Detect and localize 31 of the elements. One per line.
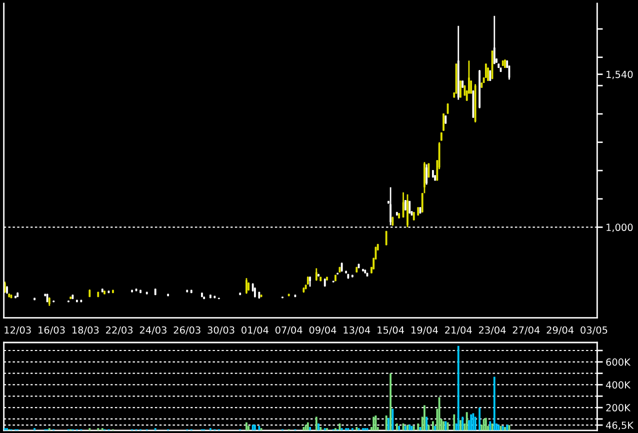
x-tick-label: 22/03 (106, 326, 133, 334)
candlestick (462, 80, 464, 89)
y-tick-label: 400K (606, 381, 631, 389)
candlestick (364, 268, 366, 274)
candlestick (104, 290, 106, 296)
x-tick-label: 23/04 (478, 326, 506, 334)
x-tick-label: 18/03 (72, 326, 99, 334)
x-tick-label: 24/03 (140, 326, 166, 334)
x-tick-label: 30/03 (208, 326, 234, 334)
candlestick (484, 62, 487, 79)
x-tick-label: 03/05 (580, 326, 608, 334)
candlestick (101, 288, 104, 294)
candlestick (404, 199, 406, 212)
x-tick-label: 27/04 (512, 326, 540, 334)
x-tick-label: 19/04 (412, 326, 438, 334)
x-tick-label: 07/04 (275, 326, 302, 334)
x-tick-label: 13/04 (344, 326, 370, 334)
x-tick-label: 26/03 (174, 326, 200, 334)
candlestick (398, 212, 400, 220)
y-tick-label: 46,5K (606, 422, 634, 430)
x-tick-label: 16/03 (38, 326, 65, 334)
y-tick-label: 1,540 (606, 70, 633, 80)
x-tick-label: 15/04 (378, 326, 404, 334)
y-tick-label: 1,000 (606, 224, 633, 232)
x-tick-label: 09/04 (309, 326, 336, 334)
x-tick-label: 12/03 (4, 326, 31, 334)
y-tick-label: 600K (606, 358, 631, 366)
x-tick-label: 01/04 (242, 326, 268, 334)
y-tick-label: 200K (606, 404, 631, 412)
x-tick-label: 21/04 (445, 326, 472, 334)
x-tick-label: 29/04 (546, 326, 574, 334)
